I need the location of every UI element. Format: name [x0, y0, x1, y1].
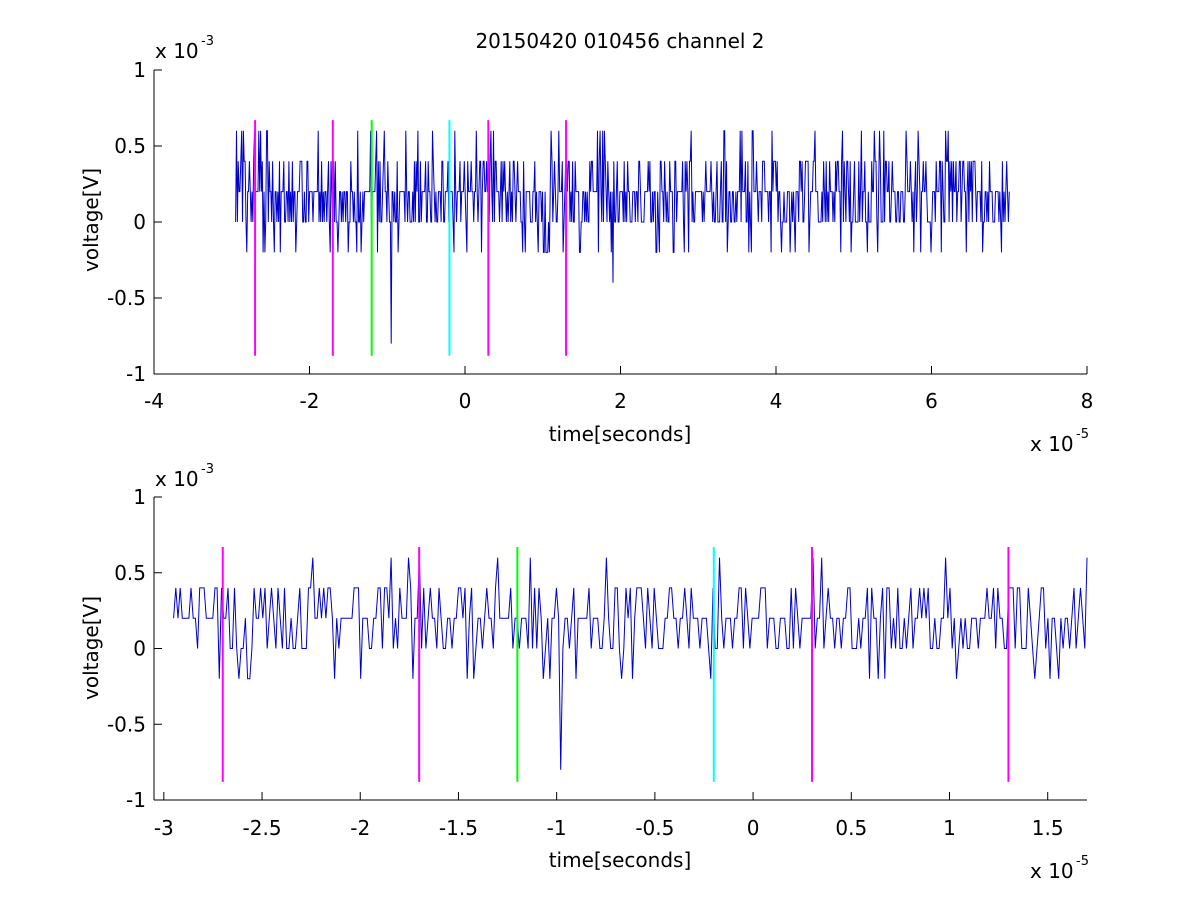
y-tick-label: 1	[133, 58, 146, 82]
figure-title: 20150420 010456 channel 2	[475, 29, 764, 53]
x-tick-label: -2	[350, 816, 370, 840]
x-tick-label: -1	[547, 816, 567, 840]
x-tick-label: 1	[943, 816, 956, 840]
top-x-multiplier-base: x 10	[1030, 432, 1074, 456]
x-tick-label: 0.5	[835, 816, 867, 840]
top-event-markers	[254, 120, 568, 356]
x-tick-label: -3	[154, 816, 174, 840]
y-tick-label: -1	[126, 362, 146, 386]
bottom-x-multiplier-base: x 10	[1030, 859, 1074, 883]
x-tick-label: 6	[925, 389, 938, 413]
y-tick-label: 0.5	[114, 134, 146, 158]
x-tick-label: -0.5	[635, 816, 674, 840]
y-tick-label: -0.5	[107, 286, 146, 310]
top-voltage-trace	[235, 130, 1010, 344]
bottom-y-ticks: -1 -0.5 0 0.5 1	[107, 485, 162, 812]
x-tick-label: 4	[770, 389, 783, 413]
bottom-voltage-trace	[173, 557, 1088, 770]
top-y-multiplier-exponent: -3	[201, 34, 214, 49]
y-tick-label: 0.5	[114, 561, 146, 585]
x-tick-label: 2	[614, 389, 627, 413]
top-y-multiplier-base: x 10	[155, 39, 199, 63]
top-y-axis-label: voltage[V]	[79, 168, 103, 272]
top-y-multiplier: x 10 -3	[155, 34, 214, 63]
y-tick-label: 1	[133, 485, 146, 509]
voltage-series-line	[235, 130, 1010, 344]
bottom-x-multiplier: x 10 -5	[1030, 854, 1089, 883]
top-x-ticks: -4 -2 0 2 4 6 8	[144, 366, 1093, 413]
y-tick-label: 0	[133, 210, 146, 234]
top-x-multiplier: x 10 -5	[1030, 427, 1089, 456]
bottom-x-ticks: -3 -2.5 -2 -1.5 -1 -0.5 0 0.5 1 1.5	[154, 792, 1064, 840]
x-tick-label: 0	[459, 389, 472, 413]
top-axes-frame	[153, 70, 1087, 375]
x-tick-label: -2.5	[243, 816, 282, 840]
x-tick-label: -1.5	[439, 816, 478, 840]
x-tick-label: 1.5	[1032, 816, 1064, 840]
top-x-axis-label: time[seconds]	[549, 422, 692, 446]
x-tick-label: 0	[747, 816, 760, 840]
bottom-y-multiplier-exponent: -3	[201, 462, 214, 477]
top-x-multiplier-exponent: -5	[1076, 427, 1089, 442]
bottom-event-markers	[221, 546, 1010, 782]
top-y-ticks: -1 -0.5 0 0.5 1	[107, 58, 162, 386]
x-tick-label: 8	[1081, 389, 1094, 413]
y-tick-label: -1	[126, 788, 146, 812]
bottom-y-multiplier-base: x 10	[155, 467, 199, 491]
bottom-plot: -3 -2.5 -2 -1.5 -1 -0.5 0 0.5 1 1.5 -1 -0.5 0 0.5 1 t…	[79, 462, 1089, 883]
voltage-series-line	[173, 557, 1088, 770]
bottom-x-multiplier-exponent: -5	[1076, 854, 1089, 869]
top-plot: -4 -2 0 2 4 6 8 -1 -0.5 0 0.5 1 time[seconds] volt…	[79, 34, 1093, 456]
x-tick-label: -4	[144, 389, 164, 413]
bottom-y-multiplier: x 10 -3	[155, 462, 214, 491]
y-tick-label: -0.5	[107, 712, 146, 736]
bottom-y-axis-label: voltage[V]	[79, 596, 103, 700]
y-tick-label: 0	[133, 637, 146, 661]
bottom-x-axis-label: time[seconds]	[549, 848, 692, 872]
x-tick-label: -2	[300, 389, 320, 413]
